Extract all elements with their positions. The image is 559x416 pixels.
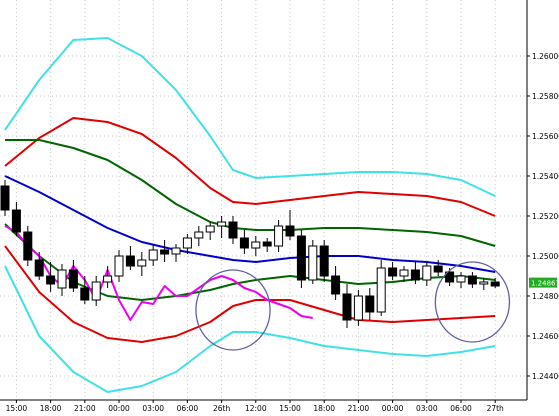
highlight-ellipse xyxy=(434,261,511,343)
candle-bull xyxy=(137,259,147,267)
highlight-ellipses xyxy=(195,261,511,351)
candle-bull xyxy=(103,275,113,283)
x-tick-label: 21:00 xyxy=(74,404,96,413)
candle-bull xyxy=(217,221,227,227)
candle-bull xyxy=(308,245,318,281)
candlesticks xyxy=(0,180,500,328)
candle-bear xyxy=(80,287,90,301)
x-tick-label: 15:00 xyxy=(6,404,28,413)
x-tick-label: 00:00 xyxy=(108,404,130,413)
candle-bear xyxy=(239,237,249,249)
candle-bull xyxy=(274,225,284,247)
indicator-line xyxy=(5,139,496,247)
x-tick-label: 12:00 xyxy=(245,404,267,413)
candle-bear xyxy=(34,259,44,277)
x-tick-label: 06:00 xyxy=(177,404,199,413)
indicator-lines xyxy=(4,37,496,393)
x-tick-label: 15:00 xyxy=(279,404,301,413)
y-tick-label: 1.26000 xyxy=(532,52,559,61)
candle-bull xyxy=(376,267,386,313)
y-tick-label: 1.24400 xyxy=(532,372,559,381)
y-tick-label: 1.25400 xyxy=(532,172,559,181)
x-tick-label: 26th xyxy=(213,404,230,413)
candle-bear xyxy=(342,293,352,321)
candle-bear xyxy=(228,221,238,239)
x-tick-label: 18:00 xyxy=(313,404,335,413)
candle-bear xyxy=(262,241,272,247)
y-tick-label: 1.24600 xyxy=(532,332,559,341)
candle-bear xyxy=(388,267,398,277)
candle-bear xyxy=(445,271,455,283)
candle-bull xyxy=(194,231,204,239)
x-tick-label: 21:00 xyxy=(348,404,370,413)
candle-bear xyxy=(365,295,375,313)
candle-bear xyxy=(490,281,500,287)
candle-bull xyxy=(422,265,432,281)
candle-bear xyxy=(46,275,56,285)
candle-bull xyxy=(182,237,192,249)
candle-bear xyxy=(125,255,135,267)
candle-bear xyxy=(467,275,477,285)
x-tick-label: 03:00 xyxy=(416,404,438,413)
candle-bear xyxy=(410,269,420,281)
y-tick-label: 1.25200 xyxy=(532,212,559,221)
x-tick-label: 18:00 xyxy=(40,404,62,413)
candle-bull xyxy=(171,247,181,255)
y-tick-label: 1.24800 xyxy=(532,292,559,301)
candle-bull xyxy=(251,241,261,249)
candle-bear xyxy=(319,245,329,277)
x-tick-label: 03:00 xyxy=(142,404,164,413)
x-tick-label: 27th xyxy=(487,404,504,413)
x-tick-label: 06:00 xyxy=(450,404,472,413)
indicator-line xyxy=(4,37,496,197)
indicator-line xyxy=(4,225,313,321)
candle-bull xyxy=(114,255,124,277)
indicator-line xyxy=(4,265,496,393)
highlight-ellipse xyxy=(195,269,271,351)
current-price-label: 1.24867 xyxy=(531,280,559,288)
candle-bull xyxy=(456,275,466,283)
candle-bear xyxy=(68,269,78,289)
indicator-line xyxy=(4,245,496,343)
candle-bear xyxy=(433,265,443,273)
candle-bear xyxy=(11,209,21,233)
candle-bear xyxy=(296,235,306,281)
indicator-line xyxy=(4,175,496,273)
current-price-marker: 1.24867 xyxy=(529,277,559,288)
candle-bear xyxy=(23,231,33,261)
y-tick-label: 1.25800 xyxy=(532,92,559,101)
y-axis: 1.26000 1.25800 1.25600 1.25400 1.25200 1.250… xyxy=(527,52,559,381)
candle-bull xyxy=(57,269,67,289)
candle-bull xyxy=(91,281,101,301)
candle-bear xyxy=(0,185,10,211)
candle-bull xyxy=(399,269,409,277)
candle-bear xyxy=(285,225,295,237)
candle-bull xyxy=(148,249,158,261)
candle-bull xyxy=(479,281,489,285)
y-tick-label: 1.25600 xyxy=(532,132,559,141)
x-tick-label: 00:00 xyxy=(382,404,404,413)
y-tick-label: 1.25000 xyxy=(532,252,559,261)
current-price-bg xyxy=(529,277,557,288)
candle-bull xyxy=(353,295,363,321)
candle-bull xyxy=(205,225,215,233)
candle-bear xyxy=(160,249,170,255)
x-axis: 15:00 18:00 21:00 00:00 03:00 06:00 26th 12:00 1… xyxy=(6,400,504,413)
candle-bear xyxy=(331,275,341,295)
indicator-line xyxy=(4,117,496,217)
